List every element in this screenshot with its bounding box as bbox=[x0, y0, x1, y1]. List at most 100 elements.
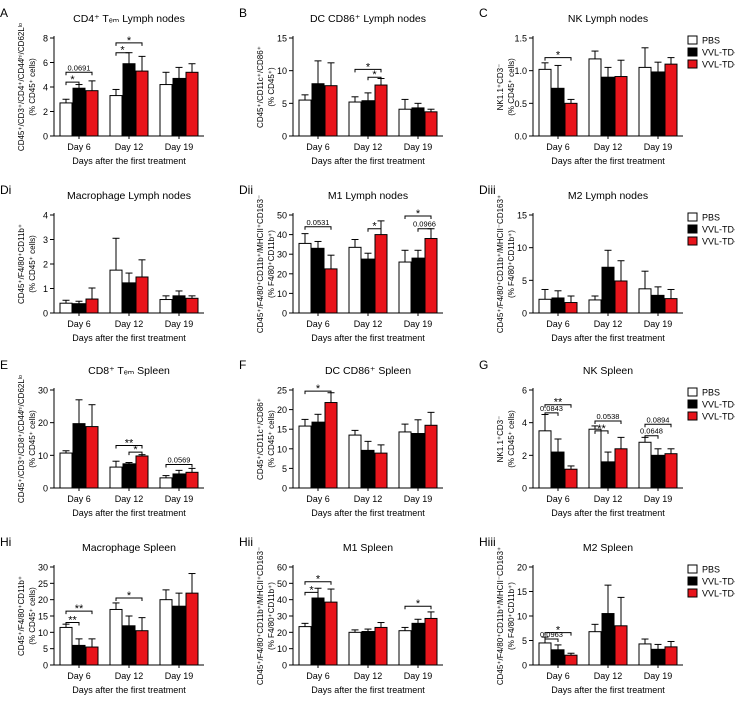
chart-panel: Hi Macrophage Spleen CD45⁺/F4/80⁺CD11b⁺ (% … bbox=[0, 535, 204, 695]
significance-bracket bbox=[594, 420, 622, 425]
legend-label: VVL-TD-mIL-27 bbox=[702, 237, 735, 247]
bar bbox=[122, 625, 136, 666]
y-tick-label: 0 bbox=[282, 661, 287, 671]
x-tick-label: Day 12 bbox=[115, 671, 144, 681]
y-tick-label: 4 bbox=[43, 83, 48, 93]
y-tick-label: 25 bbox=[38, 579, 48, 589]
y-tick-label: 0.0 bbox=[514, 132, 527, 142]
chart-title: M1 Spleen bbox=[343, 542, 393, 554]
y-tick-label: 2 bbox=[43, 107, 48, 117]
bar bbox=[374, 626, 388, 666]
bar bbox=[614, 280, 628, 314]
chart-panel: C NK Lymph nodes NK1.1⁺CD3⁻ (% CD45⁺ cells)… bbox=[479, 6, 683, 166]
bar bbox=[588, 58, 602, 137]
x-axis-title: Days after the first treatment bbox=[311, 156, 425, 166]
legend-swatch bbox=[687, 224, 698, 234]
bar bbox=[298, 425, 312, 489]
bar bbox=[85, 426, 99, 489]
bar bbox=[564, 102, 578, 137]
legend-label: PBS bbox=[702, 388, 720, 398]
chart-title: DC CD86⁺ Spleen bbox=[325, 365, 411, 377]
y-tick-label: 10 bbox=[277, 444, 287, 454]
bar bbox=[361, 258, 375, 314]
bar bbox=[411, 257, 425, 314]
bar bbox=[185, 71, 199, 137]
bar bbox=[311, 597, 325, 666]
y-axis-label: CD45⁺/CD11c⁺/CD86⁺ bbox=[256, 398, 265, 480]
significance-bracket bbox=[304, 581, 332, 585]
panel-letter: F bbox=[239, 358, 246, 372]
y-tick-label: 2 bbox=[43, 260, 48, 270]
y-tick-label: 6 bbox=[522, 386, 527, 396]
chart-panel: Dii M1 Lymph nodes CD45⁺/F4/80⁺CD11b⁺/MHCI… bbox=[239, 183, 443, 343]
bar bbox=[361, 100, 375, 137]
panel-letter: Hi bbox=[0, 535, 11, 549]
y-tick-label: 40 bbox=[277, 595, 287, 605]
y-tick-label: 25 bbox=[277, 386, 287, 396]
y-tick-label: 60 bbox=[277, 563, 287, 573]
bar bbox=[135, 455, 149, 489]
y-tick-label: 0 bbox=[522, 661, 527, 671]
legend-swatch bbox=[687, 411, 698, 421]
y-tick-label: 4 bbox=[522, 418, 527, 428]
significance-bracket bbox=[128, 451, 143, 456]
bar bbox=[551, 87, 565, 137]
bar bbox=[361, 449, 375, 489]
legend-swatch bbox=[687, 588, 698, 598]
y-axis-label: (% F4/80⁺CD11b⁺) bbox=[267, 582, 276, 650]
legend-label: PBS bbox=[702, 213, 720, 223]
y-axis-label: (% CD45⁺ cells) bbox=[507, 410, 516, 468]
bar bbox=[651, 454, 665, 489]
x-tick-label: Day 12 bbox=[354, 319, 383, 329]
bar bbox=[651, 294, 665, 314]
y-tick-label: 4 bbox=[43, 211, 48, 221]
x-axis-title: Days after the first treatment bbox=[72, 685, 186, 695]
significance-bracket bbox=[115, 42, 143, 46]
significance-label: * bbox=[120, 45, 125, 57]
bar bbox=[109, 608, 123, 666]
x-axis-title: Days after the first treatment bbox=[72, 333, 186, 343]
bar bbox=[59, 452, 73, 489]
significance-label: ** bbox=[125, 438, 134, 450]
x-axis-title: Days after the first treatment bbox=[551, 685, 665, 695]
y-tick-label: 0 bbox=[43, 661, 48, 671]
y-tick-label: 1.0 bbox=[514, 66, 527, 76]
significance-label: 0.0894 bbox=[647, 415, 670, 424]
chart-title: NK Lymph nodes bbox=[568, 13, 648, 25]
x-tick-label: Day 19 bbox=[644, 142, 673, 152]
significance-bracket bbox=[115, 445, 143, 449]
significance-label: 0.0843 bbox=[540, 404, 563, 413]
x-axis-title: Days after the first treatment bbox=[72, 156, 186, 166]
significance-label: * bbox=[70, 74, 75, 86]
panel-letter: B bbox=[239, 6, 247, 20]
bar bbox=[172, 605, 186, 666]
significance-bracket bbox=[594, 430, 609, 434]
x-tick-label: Day 12 bbox=[354, 671, 383, 681]
x-tick-label: Day 6 bbox=[546, 319, 570, 329]
chart-title: M2 Lymph nodes bbox=[568, 190, 648, 202]
significance-label: * bbox=[127, 35, 132, 47]
significance-label: ** bbox=[68, 615, 77, 627]
x-tick-label: Day 19 bbox=[165, 142, 194, 152]
y-axis-label: CD45⁺/CD3⁺/CD8⁺/CD44ʰⁱ/CD62Lˡᵒ bbox=[17, 375, 26, 503]
y-axis-label: CD45⁺/CD3⁺/CD4⁺/CD44ʰⁱ/CD62Lˡᵒ bbox=[17, 23, 26, 151]
bar bbox=[398, 431, 412, 489]
y-tick-label: 50 bbox=[277, 579, 287, 589]
bar bbox=[298, 99, 312, 137]
significance-label: * bbox=[372, 69, 377, 81]
significance-bracket bbox=[304, 591, 319, 596]
y-tick-label: 6 bbox=[43, 58, 48, 68]
chart-title: DC CD86⁺ Lymph nodes bbox=[310, 13, 426, 25]
bar bbox=[72, 644, 86, 666]
bar bbox=[298, 626, 312, 666]
bar bbox=[159, 299, 173, 314]
bar bbox=[361, 631, 375, 666]
significance-label: 0.0569 bbox=[168, 455, 191, 464]
y-tick-label: 0 bbox=[43, 132, 48, 142]
significance-bracket bbox=[644, 423, 672, 428]
significance-bracket bbox=[367, 228, 382, 232]
legend-label: VVL-TD-mIL-27 bbox=[702, 412, 735, 422]
bar bbox=[59, 626, 73, 666]
bar bbox=[122, 63, 136, 137]
legend: PBS VVL-TD-RFP VVL-TD-mIL-27 bbox=[687, 564, 735, 599]
